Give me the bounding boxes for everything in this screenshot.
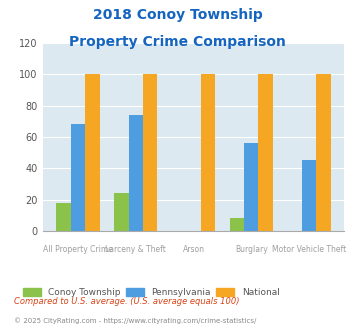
Bar [114,193,129,231]
Text: Burglary: Burglary [235,245,268,254]
Bar [316,74,331,231]
Bar [129,115,143,231]
Legend: Conoy Township, Pennsylvania, National: Conoy Township, Pennsylvania, National [23,288,279,297]
Bar [258,74,273,231]
Text: Larceny & Theft: Larceny & Theft [105,245,166,254]
Bar [201,74,215,231]
Text: Compared to U.S. average. (U.S. average equals 100): Compared to U.S. average. (U.S. average … [14,297,240,306]
Bar [302,160,316,231]
Text: © 2025 CityRating.com - https://www.cityrating.com/crime-statistics/: © 2025 CityRating.com - https://www.city… [14,317,257,324]
Bar [143,74,157,231]
Text: Arson: Arson [182,245,204,254]
Text: All Property Crime: All Property Crime [43,245,113,254]
Text: Motor Vehicle Theft: Motor Vehicle Theft [272,245,346,254]
Bar [56,203,71,231]
Text: Property Crime Comparison: Property Crime Comparison [69,35,286,49]
Text: 2018 Conoy Township: 2018 Conoy Township [93,8,262,22]
Bar [71,124,85,231]
Bar [230,218,244,231]
Bar [244,143,258,231]
Bar [85,74,100,231]
